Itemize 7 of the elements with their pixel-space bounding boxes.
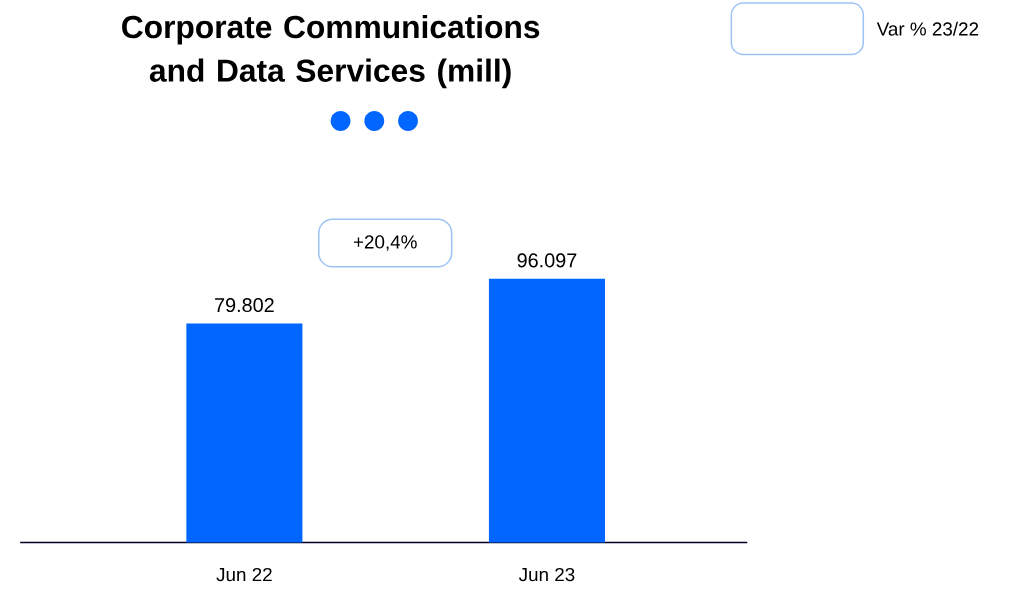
text: Var % 23/22 [876, 21, 979, 36]
chart-title: Corporate Communications and Data Services (mill) [122, 14, 540, 89]
text: +20,4% [353, 235, 417, 251]
x-tick-label: Jun 22 [216, 567, 272, 582]
data-label: 79.802 [215, 298, 274, 313]
data-label: 96.097 [517, 253, 577, 268]
x-tick-label: Jun 23 [518, 567, 575, 582]
